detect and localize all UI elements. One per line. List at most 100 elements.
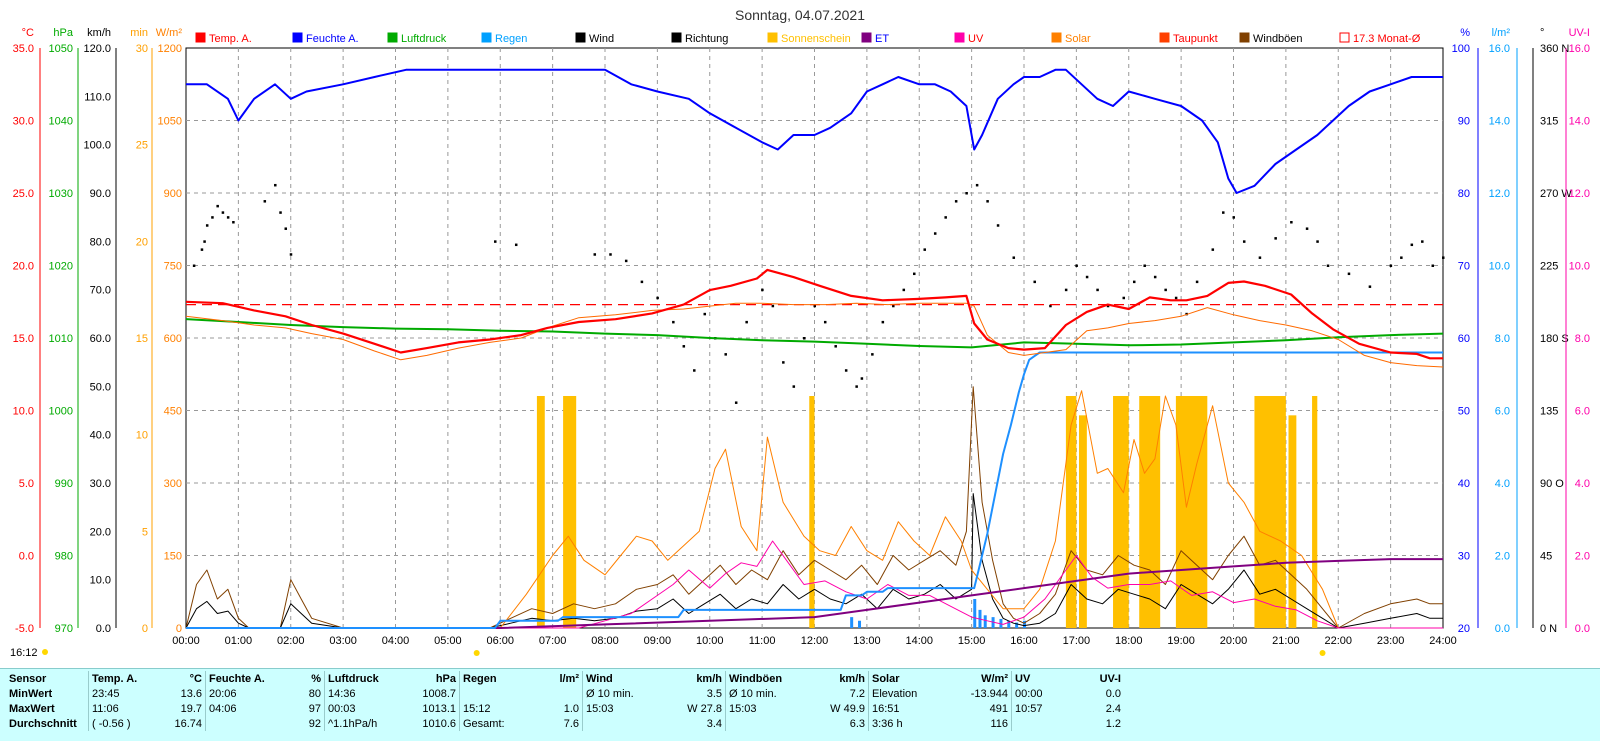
stats-cell: -13.944 [970, 687, 1008, 700]
stats-header-uv-unit: UV-I [1099, 672, 1121, 685]
solar-tick-label: 750 [164, 261, 182, 273]
x-tick-label: 14:00 [905, 635, 933, 647]
uv-tick-label: 12.0 [1569, 188, 1590, 200]
direction-point [226, 216, 230, 219]
direction-point [860, 377, 864, 380]
humidity-tick-label: 60 [1458, 333, 1470, 345]
sunmin-tick-label: 10 [136, 430, 148, 442]
direction-point [823, 320, 827, 324]
direction-point [734, 401, 738, 404]
x-tick-label: 05:00 [434, 635, 462, 647]
x-tick-label: 13:00 [853, 635, 881, 647]
legend-swatch [292, 32, 303, 43]
pressure-tick-label: 1010 [49, 333, 73, 345]
stats-header-solar-unit: W/m² [981, 672, 1008, 685]
x-tick-label: 06:00 [486, 635, 514, 647]
wind-unit-label: km/h [87, 27, 111, 39]
x-tick-label: 10:00 [696, 635, 724, 647]
rain-tick-label: 16.0 [1489, 43, 1510, 55]
solar-tick-label: 1200 [158, 43, 182, 55]
stats-cell: 0.0 [1105, 687, 1121, 700]
pressure-tick-label: 990 [55, 478, 73, 490]
legend-label: UV [968, 33, 984, 45]
direction-point [1211, 248, 1215, 251]
temp-tick-label: 20.0 [13, 261, 34, 273]
wind-tick-label: 80.0 [90, 236, 111, 248]
x-tick-label: 11:00 [749, 635, 776, 647]
wind-tick-label: 100.0 [83, 140, 111, 152]
temp-tick-label: 35.0 [13, 43, 34, 55]
stats-cell: 15:03 [582, 701, 659, 716]
uv-tick-label: 2.0 [1575, 551, 1590, 563]
series-line-solar [186, 390, 1443, 629]
wind-tick-label: 0.0 [96, 623, 111, 635]
stats-cell: 13.6 [180, 687, 202, 700]
pressure-unit-label: hPa [53, 27, 73, 39]
direction-point [640, 280, 644, 284]
sunmin-tick-label: 5 [142, 526, 148, 538]
legend-label: Luftdruck [401, 33, 447, 45]
sunmin-tick-label: 20 [136, 236, 148, 248]
rain-tick-label: 12.0 [1489, 188, 1510, 200]
stats-cell [459, 686, 536, 701]
sunshine-bar [809, 396, 815, 628]
legend-swatch [767, 32, 778, 43]
stats-header-wind-unit: km/h [696, 672, 722, 685]
x-tick-label: 19:00 [1167, 635, 1195, 647]
direction-tick-label: 180 S [1540, 333, 1569, 345]
legend-label: Taupunkt [1173, 33, 1218, 45]
direction-point [933, 232, 937, 235]
direction-point [1012, 256, 1016, 259]
legend-label: Regen [495, 33, 527, 45]
legend-label: Solar [1065, 33, 1091, 45]
pressure-tick-label: 1040 [49, 116, 73, 128]
sunshine-bar [563, 396, 577, 628]
stats-cell: 1010.6 [422, 717, 456, 730]
direction-point [279, 211, 282, 214]
wind-tick-label: 10.0 [90, 575, 111, 587]
stats-header-solar: Solar [868, 671, 945, 686]
pressure-tick-label: 980 [55, 551, 73, 563]
humidity-tick-label: 80 [1458, 188, 1470, 200]
stats-header-rain: Regen [459, 671, 536, 686]
direction-point [682, 345, 686, 348]
direction-point [1096, 288, 1099, 292]
temp-tick-label: 15.0 [13, 333, 34, 345]
series-line-taupunkt [185, 302, 1444, 368]
wind-tick-label: 50.0 [90, 381, 111, 393]
rain-bar [1007, 620, 1011, 628]
uv-tick-label: 4.0 [1575, 478, 1590, 490]
direction-tick-label: 45 [1540, 551, 1552, 563]
direction-point [724, 353, 727, 356]
sunshine-bar [1078, 415, 1087, 628]
direction-point [1064, 288, 1068, 292]
sun-marker [473, 650, 480, 656]
x-tick-label: 17:00 [1063, 635, 1091, 647]
pressure-tick-label: 1020 [49, 261, 73, 273]
direction-tick-label: 225 [1540, 261, 1558, 273]
stats-header-row: Sensor Temp. A. °C Feuchte A. % Luftdruc… [6, 671, 1124, 686]
series-line-luftdruck [185, 318, 1444, 349]
x-tick-label: 23:00 [1377, 635, 1405, 647]
stats-cell: 15:12 [459, 701, 536, 716]
stats-cell: 6.3 [849, 717, 865, 730]
stats-cell: ( -0.56 ) [88, 716, 169, 731]
direction-point [1153, 275, 1157, 279]
stats-cell: 80 [308, 687, 321, 700]
stats-cell: W 49.9 [830, 702, 865, 715]
temp-unit-label: °C [22, 27, 34, 39]
direction-point [1232, 216, 1235, 219]
stats-cell: 97 [308, 702, 321, 715]
x-tick-label: 20:00 [1220, 635, 1248, 647]
stats-cell [582, 716, 659, 731]
direction-point [1421, 240, 1424, 243]
temp-tick-label: 10.0 [13, 406, 34, 418]
humidity-tick-label: 100 [1452, 43, 1470, 55]
direction-point [289, 253, 293, 256]
sunshine-bar [1288, 415, 1297, 628]
stats-header-pressure: Luftdruck [324, 671, 411, 686]
wind-tick-label: 120.0 [83, 43, 111, 55]
legend-swatch [671, 32, 682, 43]
direction-point [1132, 280, 1136, 284]
sunshine-bar [1254, 396, 1286, 628]
